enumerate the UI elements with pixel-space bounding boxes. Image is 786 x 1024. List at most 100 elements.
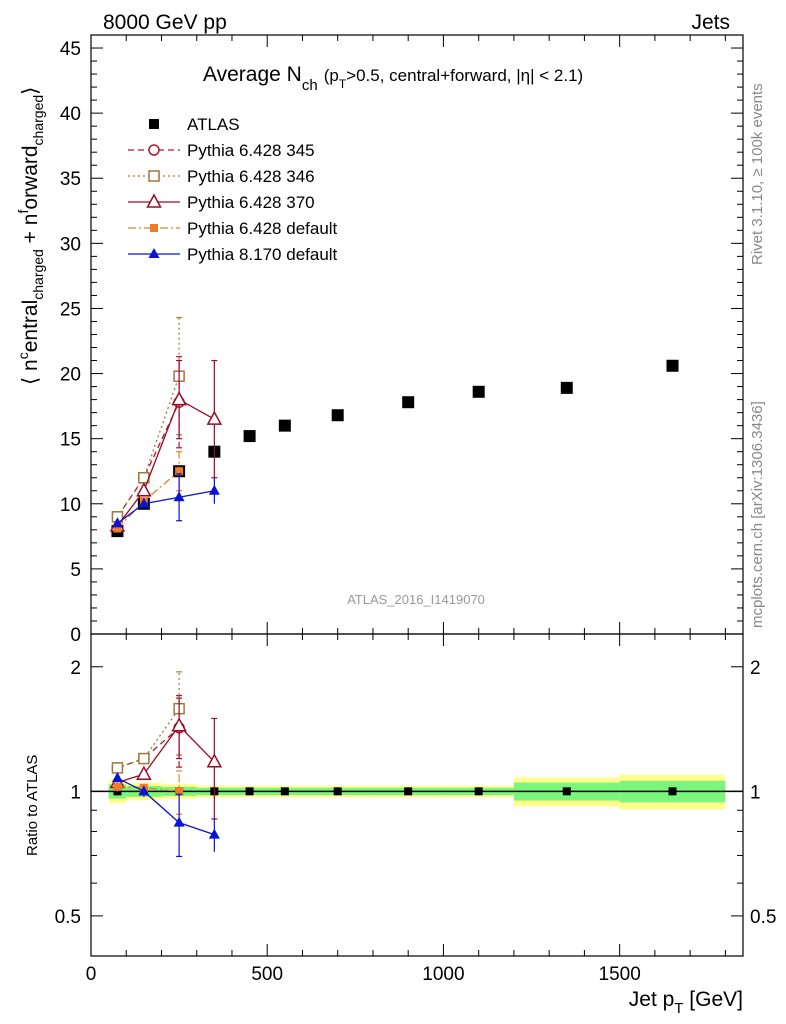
legend-marker-atlas [149, 119, 159, 129]
ylabel-p1: ⟨ n [19, 359, 42, 385]
ylabel-sup2: f [15, 210, 31, 214]
legend-label-p370: Pythia 6.428 370 [187, 193, 315, 212]
ratio-point-atlas [474, 787, 483, 796]
y-tick-label: 20 [60, 365, 81, 386]
y-tick-label: 0 [70, 625, 81, 646]
xlabel-rest: [GeV] [683, 988, 743, 1011]
point-p8def [111, 517, 123, 528]
point-p6def [175, 467, 184, 476]
axes-layer: 0 500 1000 1500 0 5 10 15 20 25 30 35 40 45 0.5 0.5 1 1 2 2 [55, 35, 776, 985]
plot-title: Average Nch (pT>0.5, central+forward, |η|… [203, 63, 583, 94]
ratio-y-tick-label-right: 2 [750, 658, 761, 679]
ratio-point-atlas [333, 787, 342, 796]
ratio-point-p8def [111, 772, 123, 783]
point-p370 [136, 482, 152, 497]
point-p8def [208, 484, 220, 495]
ratio-y-tick-label: 2 [70, 658, 81, 679]
point-p370 [206, 410, 223, 425]
ylabel-sub2: charged [30, 95, 46, 146]
point-atlas [278, 419, 291, 432]
ratio-point-p6def [113, 782, 122, 791]
ylabel-p2: entral [19, 300, 42, 353]
y-tick-label: 30 [60, 234, 81, 255]
series-line-p8def [117, 490, 215, 524]
ratio-point-p346 [138, 752, 150, 765]
series-line-p370 [116, 398, 215, 527]
y-tick-label: 45 [60, 39, 81, 60]
ratio-point-p346 [111, 762, 124, 774]
legend: ATLAS Pythia 6.428 345 Pythia 6.428 346 Pyt… [128, 115, 338, 264]
ylabel-p5: ⟩ [19, 87, 42, 95]
point-p370 [171, 391, 187, 406]
y-axis-label: ⟨ ncentralcharged + nforwardcharged⟩ [15, 87, 46, 385]
legend-marker-p345 [148, 144, 160, 156]
ratio-point-atlas [280, 787, 289, 796]
legend-marker-p346 [148, 170, 160, 182]
ratio-point-atlas [668, 787, 677, 796]
ratio-line-p8def [117, 777, 215, 836]
series-line-p346 [116, 375, 180, 518]
legend-marker-p370 [146, 193, 162, 208]
ratio-y-tick-label-right: 0.5 [750, 907, 776, 928]
legend-label-atlas: ATLAS [187, 115, 240, 134]
ratio-point-p370 [206, 753, 223, 768]
point-atlas [666, 359, 679, 372]
y-tick-label: 35 [60, 169, 81, 190]
ratio-point-p8def [173, 816, 185, 827]
ratio-point-p8def [138, 785, 150, 796]
main-series-layer [109, 316, 679, 538]
y-tick-label: 25 [60, 299, 81, 320]
y-tick-label: 40 [60, 104, 81, 125]
ratio-point-atlas [245, 787, 254, 796]
ratio-y-tick-label: 0.5 [55, 907, 81, 928]
ratio-plot-frame [90, 633, 744, 957]
point-p8def [173, 491, 185, 502]
ratio-point-atlas [562, 787, 571, 796]
point-atlas [331, 409, 344, 422]
legend-label-p8def: Pythia 8.170 default [187, 245, 338, 264]
x-axis-label: Jet pT [GeV] [629, 988, 743, 1017]
ratio-point-atlas [404, 787, 413, 796]
point-p6def [113, 524, 122, 533]
plot-title-paren: (p [324, 66, 339, 85]
y-tick-label: 5 [70, 560, 81, 581]
x-tick-label: 1500 [599, 964, 641, 985]
plot-title-main: Average N [203, 63, 302, 86]
point-atlas [472, 385, 485, 398]
plot-title-paren-sub: T [339, 77, 347, 91]
header-right: Jets [691, 11, 730, 34]
analysis-watermark: ATLAS_2016_I1419070 [347, 592, 485, 607]
ratio-y-tick-label-right: 1 [750, 782, 761, 803]
ylabel-sub1: charged [30, 249, 46, 300]
legend-label-p6def: Pythia 6.428 default [187, 219, 338, 238]
x-tick-label: 500 [251, 964, 283, 985]
mcplots-label: mcplots.cern.ch [arXiv:1306.3436] [749, 401, 766, 628]
legend-label-p345: Pythia 6.428 345 [187, 141, 315, 160]
ratio-y-tick-label: 1 [70, 782, 81, 803]
legend-label-p346: Pythia 6.428 346 [187, 167, 315, 186]
point-p8def [138, 497, 150, 508]
ratio-point-p370 [136, 765, 152, 780]
xlabel-sub: T [674, 1000, 683, 1017]
x-tick-label: 1000 [422, 964, 464, 985]
ylabel-p3: + n [19, 214, 42, 250]
rivet-label: Rivet 3.1.10, ≥ 100k events [749, 83, 766, 265]
ratio-point-p8def [208, 828, 220, 839]
plot-title-main-sub: ch [302, 77, 318, 94]
ratio-point-p6def [175, 787, 184, 796]
xlabel-main: Jet p [629, 988, 675, 1011]
x-tick-label: 0 [86, 964, 97, 985]
legend-marker-p6def [150, 224, 158, 232]
ratio-y-axis-label: Ratio to ATLAS [24, 755, 41, 856]
point-atlas [560, 381, 573, 394]
ratio-line-p370 [117, 724, 215, 784]
ylabel-sup1: c [15, 352, 31, 359]
ratio-line-p6def [117, 786, 180, 792]
header-left: 8000 GeV pp [103, 11, 227, 34]
ylabel-p4: orward [19, 145, 42, 209]
y-tick-label: 15 [60, 430, 81, 451]
ratio-point-p370 [171, 717, 187, 732]
plot-title-paren-rest: >0.5, central+forward, |η| < 2.1) [346, 66, 583, 85]
y-tick-label: 10 [60, 495, 81, 516]
